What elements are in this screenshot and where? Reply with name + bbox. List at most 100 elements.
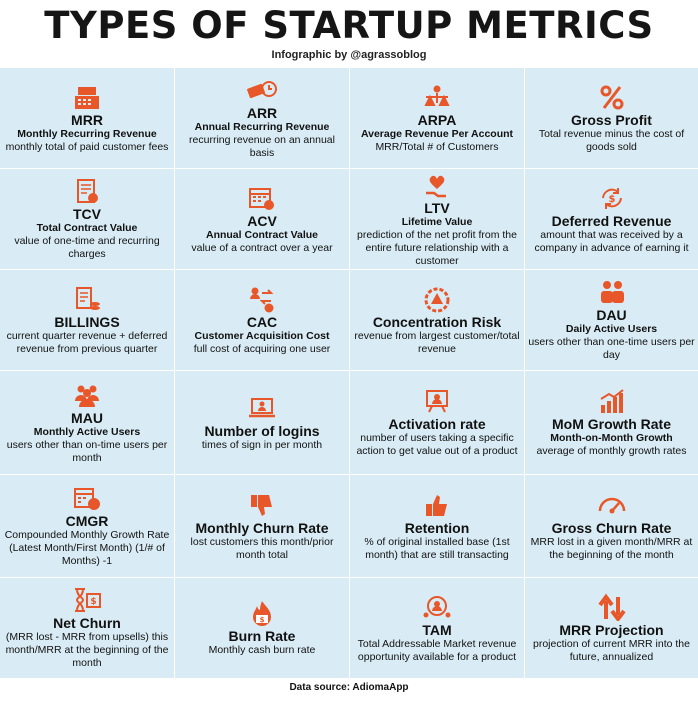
thumbs-up-icon: [422, 491, 452, 519]
money-clock-icon: [247, 76, 277, 104]
metric-description: (MRR lost - MRR from upsells) this month…: [5, 631, 169, 669]
metric-description: Monthly cash burn rate: [208, 644, 316, 656]
metric-full-name: Monthly Active Users: [33, 425, 141, 438]
person-exchange-icon: [247, 285, 277, 313]
metric-name: ARR: [246, 105, 278, 121]
metric-description: Compounded Monthly Growth Rate (Latest M…: [4, 529, 170, 567]
metric-card: $ Deferred Revenue amount that was receive…: [525, 169, 698, 269]
metric-card: CMGR Compounded Monthly Growth Rate (Late…: [0, 475, 174, 577]
metric-card: LTV Lifetime Value prediction of the net p…: [350, 169, 524, 269]
metric-description: % of original installed base (1st month)…: [364, 535, 510, 561]
data-source: Data source: AdiomaApp: [289, 682, 409, 693]
metric-description: full cost of acquiring one user: [193, 342, 331, 355]
metric-card: Number of logins times of sign in per mon…: [175, 371, 349, 474]
metric-description: current quarter revenue + deferred reven…: [6, 329, 168, 355]
burning-money-icon: $: [247, 599, 277, 627]
metric-name: Net Churn: [53, 615, 121, 631]
metric-card: Gross Churn Rate MRR lost in a given mont…: [525, 475, 698, 577]
metric-description: average of monthly growth rates: [536, 445, 687, 457]
header: TYPES OF STARTUP METRICS Infographic by …: [0, 0, 698, 68]
metric-full-name: Annual Contract Value: [205, 228, 319, 241]
page-title: TYPES OF STARTUP METRICS: [44, 4, 654, 47]
metric-card: Activation rate number of users taking a …: [350, 371, 524, 474]
metric-card: Concentration Risk revenue from largest c…: [350, 270, 524, 370]
metric-full-name: Total Contract Value: [36, 222, 138, 234]
metric-full-name: Monthly Recurring Revenue: [17, 127, 157, 140]
metric-name: Burn Rate: [228, 628, 296, 644]
metric-name: MoM Growth Rate: [552, 416, 671, 432]
metric-name: Gross Churn Rate: [551, 519, 672, 536]
cash-register-icon: [72, 83, 102, 111]
metric-card: Retention% of original installed base (1…: [350, 475, 524, 577]
metric-name: CMGR: [65, 513, 109, 529]
laptop-user-icon: [247, 394, 277, 422]
metric-description: MRR/Total # of Customers: [375, 140, 499, 153]
metric-card: Gross Profit Total revenue minus the cost…: [525, 68, 698, 168]
metric-description: value of one-time and recurring charges: [14, 235, 160, 260]
metric-card: ARR Annual Recurring Revenue recurring rev…: [175, 68, 349, 168]
metric-card: MRR Projection projection of current MRR …: [525, 578, 698, 678]
metric-card: MRR Monthly Recurring Revenue monthly tota…: [0, 68, 174, 168]
metric-full-name: Lifetime Value: [401, 215, 473, 228]
metric-full-name: Customer Acquisition Cost: [194, 329, 330, 342]
metric-description: monthly total of paid customer fees: [5, 140, 169, 153]
user-board-icon: [422, 387, 452, 415]
invoice-coins-icon: [72, 285, 102, 313]
svg-text:$: $: [90, 597, 96, 607]
metric-card: MAU Monthly Active Users users other than …: [0, 371, 174, 474]
metric-description: Total revenue minus the cost of goods so…: [538, 127, 685, 153]
metric-card: CAC Customer Acquisition Cost full cost of…: [175, 270, 349, 370]
metric-name: Number of logins: [204, 422, 320, 439]
metric-description: MRR lost in a given month/MRR at the beg…: [530, 535, 693, 561]
metric-name: ARPA: [417, 111, 457, 128]
hourglass-money-icon: $: [72, 586, 102, 614]
metric-description: recurring revenue on an annual basis: [189, 134, 335, 159]
metric-card: MoM Growth Rate Month-on-Month Growth aver…: [525, 371, 698, 474]
thumbs-down-icon: [247, 491, 277, 519]
metric-full-name: Daily Active Users: [565, 323, 658, 335]
metric-full-name: Average Revenue Per Account: [360, 127, 514, 140]
contract-icon: [72, 177, 102, 205]
metric-card: Monthly Churn Rate lost customers this mo…: [175, 475, 349, 577]
metric-name: Gross Profit: [571, 111, 652, 128]
metric-description: users other than one-time users per day: [528, 336, 695, 361]
person-balance-icon: [422, 83, 452, 111]
metric-card: ACV Annual Contract Value value of a contr…: [175, 169, 349, 269]
metric-name: MAU: [71, 409, 103, 426]
growth-chart-icon: [597, 387, 627, 415]
market-people-icon: [422, 593, 452, 621]
metric-description: revenue from largest customer/total reve…: [354, 329, 520, 355]
heart-hand-icon: [422, 171, 452, 199]
metric-name: MRR: [71, 111, 103, 128]
cycle-dollar-icon: $: [597, 184, 627, 212]
metric-card: $ Burn Rate Monthly cash burn rate: [175, 578, 349, 678]
metric-description: value of a contract over a year: [191, 241, 333, 254]
metric-description: times of sign in per month: [201, 438, 323, 451]
metric-description: amount that was received by a company in…: [534, 228, 689, 254]
metric-name: ACV: [247, 212, 277, 229]
metric-full-name: Month-on-Month Growth: [550, 432, 673, 444]
svg-text:$: $: [260, 616, 265, 624]
metric-name: Concentration Risk: [372, 313, 502, 330]
calendar-chart-icon: [72, 484, 102, 512]
calendar-dollar-icon: [247, 184, 277, 212]
metric-name: DAU: [596, 307, 627, 323]
metric-description: number of users taking a specific action…: [356, 432, 518, 457]
metric-description: projection of current MRR into the futur…: [533, 637, 690, 663]
metric-name: TCV: [73, 206, 101, 222]
metric-description: lost customers this month/prior month to…: [190, 535, 334, 561]
svg-text:$: $: [608, 194, 615, 205]
percent-icon: [597, 83, 627, 111]
warning-gear-icon: [422, 285, 452, 313]
metric-card: TAM Total Addressable Market revenue oppo…: [350, 578, 524, 678]
metric-name: Deferred Revenue: [551, 212, 672, 229]
metric-card: DAU Daily Active Users users other than on…: [525, 270, 698, 370]
metric-description: users other than on-time users per month: [6, 438, 168, 464]
metric-name: Retention: [404, 519, 470, 536]
metric-name: MRR Projection: [559, 621, 664, 638]
byline: Infographic by @agrassoblog: [271, 49, 427, 61]
metric-name: CAC: [246, 313, 278, 330]
metric-description: prediction of the net profit from the en…: [357, 228, 517, 267]
metrics-grid: MRR Monthly Recurring Revenue monthly tota…: [0, 68, 698, 678]
up-down-arrows-icon: [597, 593, 627, 621]
